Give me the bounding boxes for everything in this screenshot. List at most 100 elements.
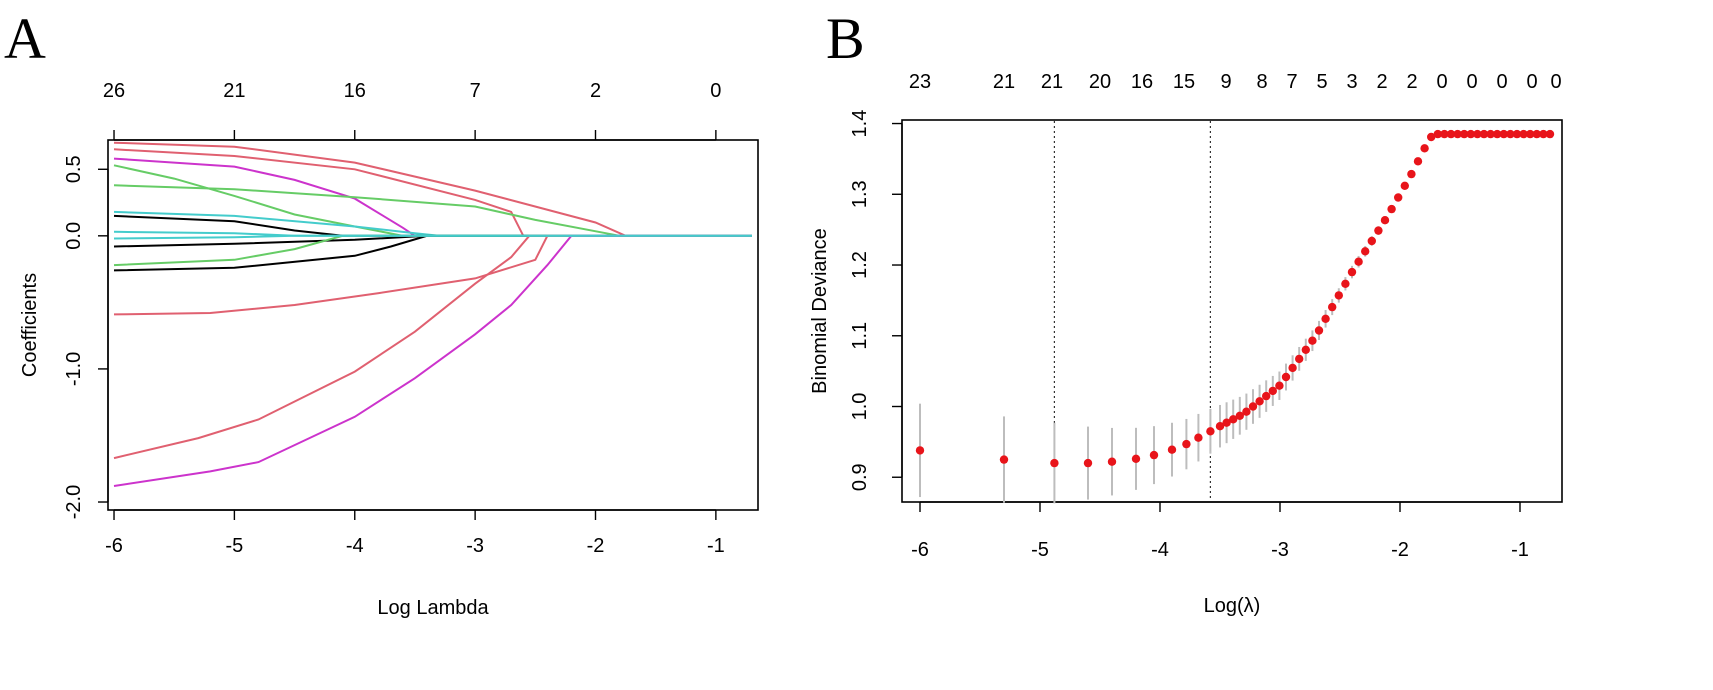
x-tick-label: -5 bbox=[225, 535, 243, 557]
deviance-point bbox=[1545, 129, 1555, 139]
y-tick-label: 1.2 bbox=[849, 251, 871, 279]
x-tick-label: -3 bbox=[1271, 539, 1289, 561]
top-count-label: 9 bbox=[1220, 71, 1231, 93]
coefficient-path-line bbox=[113, 234, 752, 316]
deviance-point bbox=[1167, 445, 1177, 454]
deviance-point bbox=[1288, 363, 1297, 373]
deviance-point bbox=[1473, 129, 1482, 139]
x-axis-title: Log(λ) bbox=[1204, 595, 1261, 617]
top-count-label: 0 bbox=[1550, 71, 1561, 93]
top-count-label: 23 bbox=[909, 71, 931, 93]
y-tick-label: 0.5 bbox=[63, 155, 85, 183]
y-tick-label: -1.0 bbox=[63, 352, 85, 386]
deviance-point bbox=[1532, 129, 1542, 139]
deviance-point bbox=[1301, 345, 1311, 354]
deviance-point bbox=[915, 446, 925, 455]
top-tick-label: 16 bbox=[344, 80, 366, 102]
deviance-point bbox=[1433, 129, 1443, 139]
panel-b-letter: B bbox=[826, 6, 865, 71]
top-count-label: 5 bbox=[1316, 71, 1327, 93]
deviance-point bbox=[1400, 181, 1410, 190]
top-count-label: 3 bbox=[1346, 71, 1357, 93]
deviance-point bbox=[1235, 411, 1245, 420]
deviance-point bbox=[1526, 129, 1535, 139]
deviance-point bbox=[1215, 422, 1225, 431]
top-tick-label: 0 bbox=[710, 80, 721, 102]
x-tick-label: -1 bbox=[707, 535, 725, 557]
deviance-point bbox=[1374, 226, 1383, 235]
deviance-point bbox=[1440, 129, 1449, 139]
y-tick-label: -2.0 bbox=[63, 485, 85, 519]
x-tick-label: -5 bbox=[1031, 539, 1049, 561]
coefficient-path-line bbox=[113, 234, 752, 272]
deviance-point bbox=[1308, 336, 1317, 345]
coefficient-path-line bbox=[113, 234, 752, 460]
y-tick-label: 1.4 bbox=[849, 110, 871, 138]
deviance-point bbox=[1407, 169, 1416, 179]
deviance-point bbox=[1194, 433, 1203, 442]
deviance-point bbox=[1248, 402, 1258, 411]
deviance-point bbox=[1499, 129, 1509, 139]
x-tick-label: -4 bbox=[346, 535, 364, 557]
deviance-point bbox=[1460, 129, 1469, 139]
deviance-point bbox=[1314, 326, 1324, 335]
y-tick-label: 1.1 bbox=[849, 322, 871, 350]
deviance-point bbox=[1242, 407, 1251, 416]
plot-b-frame bbox=[901, 119, 1563, 503]
deviance-point bbox=[1539, 129, 1548, 139]
coefficient-path-line bbox=[113, 148, 752, 237]
y-axis-title: Binomial Deviance bbox=[809, 228, 831, 394]
y-tick-label: 1.3 bbox=[849, 180, 871, 208]
deviance-point bbox=[1050, 458, 1059, 468]
top-tick-label: 26 bbox=[103, 80, 125, 102]
top-count-label: 15 bbox=[1173, 71, 1195, 93]
top-count-label: 0 bbox=[1466, 71, 1477, 93]
top-count-label: 20 bbox=[1089, 71, 1111, 93]
deviance-point bbox=[1341, 279, 1350, 288]
deviance-point bbox=[1206, 427, 1215, 436]
deviance-point bbox=[1275, 381, 1284, 390]
deviance-point bbox=[1149, 450, 1159, 460]
deviance-point bbox=[1519, 129, 1528, 139]
deviance-point bbox=[1334, 291, 1344, 300]
top-count-label: 0 bbox=[1436, 71, 1447, 93]
deviance-point bbox=[1321, 314, 1330, 323]
deviance-point bbox=[1281, 372, 1291, 382]
top-count-label: 2 bbox=[1406, 71, 1417, 93]
deviance-point bbox=[1420, 144, 1429, 153]
x-tick-label: -2 bbox=[1391, 539, 1409, 561]
coefficient-path-line bbox=[113, 157, 752, 237]
deviance-point bbox=[1131, 454, 1141, 463]
deviance-point bbox=[1361, 247, 1370, 256]
top-count-label: 0 bbox=[1526, 71, 1537, 93]
deviance-point bbox=[1486, 129, 1495, 139]
deviance-point bbox=[1506, 129, 1515, 139]
deviance-point bbox=[1107, 457, 1117, 466]
deviance-point bbox=[1493, 129, 1502, 139]
top-tick-label: 2 bbox=[590, 80, 601, 102]
top-count-label: 0 bbox=[1496, 71, 1507, 93]
coefficient-path-line bbox=[113, 164, 752, 237]
deviance-point bbox=[1446, 129, 1456, 139]
deviance-point bbox=[999, 455, 1009, 464]
deviance-point bbox=[1268, 386, 1278, 396]
deviance-point bbox=[1262, 391, 1271, 401]
deviance-point bbox=[1182, 439, 1191, 449]
x-tick-label: -1 bbox=[1511, 539, 1529, 561]
coefficient-path-line bbox=[113, 234, 752, 267]
top-tick-label: 21 bbox=[223, 80, 245, 102]
y-axis-title: Coefficients bbox=[19, 273, 41, 377]
x-tick-label: -4 bbox=[1151, 539, 1169, 561]
top-tick-label: 7 bbox=[470, 80, 481, 102]
y-tick-label: 0.0 bbox=[63, 222, 85, 250]
deviance-point bbox=[1229, 415, 1238, 424]
y-tick-label: 0.9 bbox=[849, 463, 871, 491]
deviance-point bbox=[1427, 132, 1436, 142]
deviance-point bbox=[1466, 129, 1476, 139]
deviance-point bbox=[1512, 129, 1522, 139]
deviance-point bbox=[1295, 354, 1304, 364]
x-axis-title: Log Lambda bbox=[377, 597, 489, 619]
deviance-point bbox=[1367, 236, 1377, 246]
coefficient-path-line bbox=[113, 184, 752, 237]
